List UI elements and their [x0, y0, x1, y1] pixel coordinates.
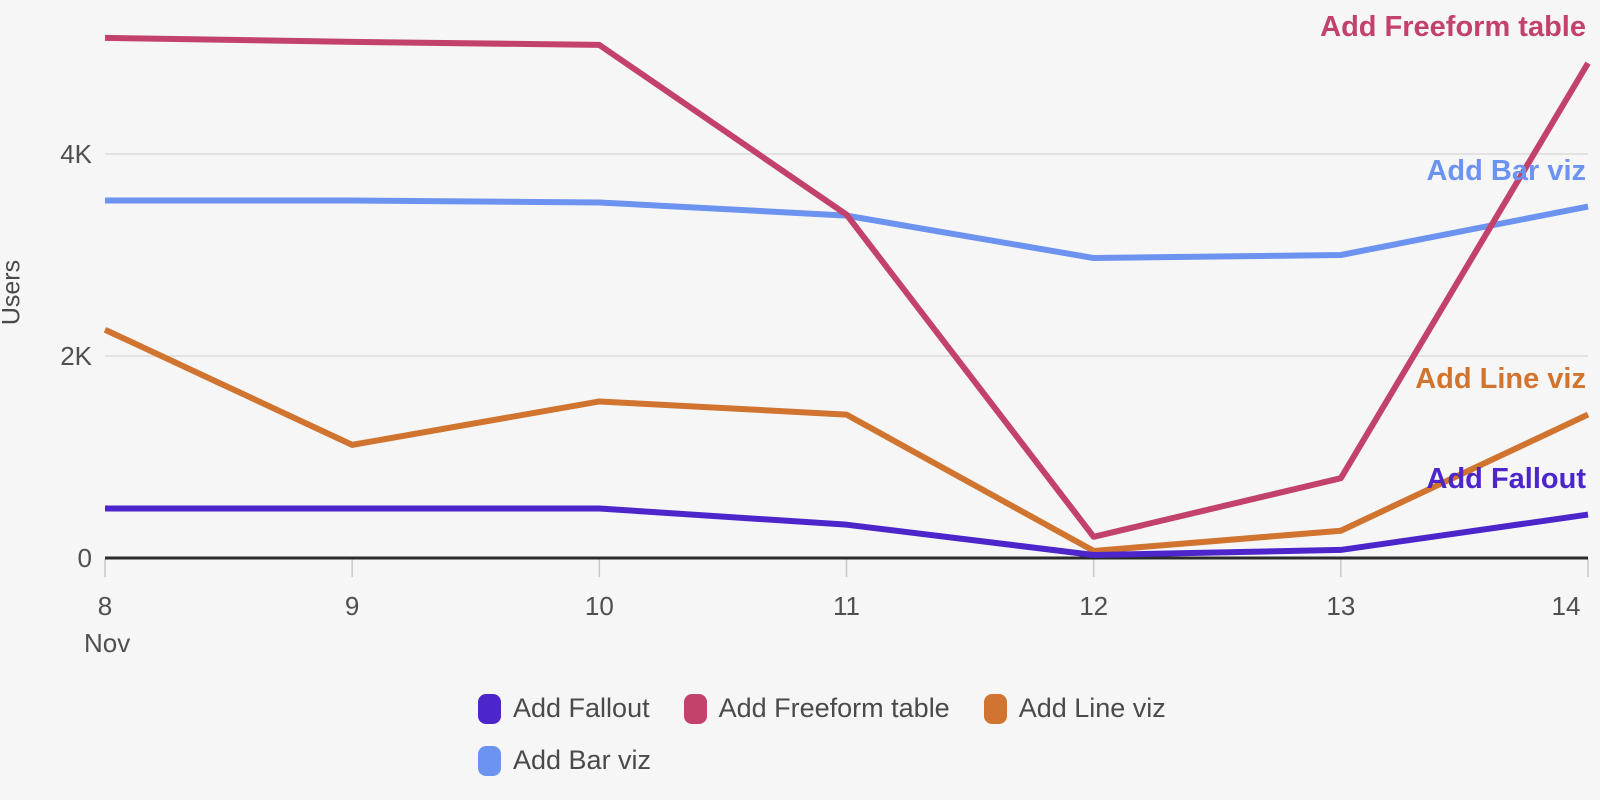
x-tick-label-13: 13 [1326, 591, 1356, 621]
x-tick-label-14: 14 [1551, 591, 1581, 621]
legend-label: Add Freeform table [718, 693, 950, 723]
x-tick-label-11: 11 [833, 591, 860, 621]
end-label-add-line-viz: Add Line viz [1415, 362, 1586, 395]
legend-item-add-freeform-table[interactable]: Add Freeform table [683, 693, 950, 724]
legend-swatch-icon [683, 693, 707, 724]
end-label-add-freeform-table: Add Freeform table [1320, 11, 1586, 44]
y-tick-label-2K: 2K [60, 341, 92, 371]
legend-item-add-line-viz[interactable]: Add Line viz [983, 693, 1166, 724]
x-axis-month-label: Nov [84, 628, 131, 658]
legend-item-add-fallout[interactable]: Add Fallout [478, 693, 650, 724]
legend-swatch-icon [478, 693, 501, 724]
chart-legend: Add Fallout Add Freeform table Add Line vi… [478, 693, 1198, 776]
x-tick-label-8: 8 [97, 591, 113, 621]
series-line-add-line-viz[interactable] [103, 327, 1590, 554]
x-tick-label-10: 10 [584, 591, 614, 621]
legend-swatch-icon [983, 693, 1007, 724]
y-tick-label-0: 0 [77, 543, 92, 573]
series-line-add-fallout[interactable] [105, 505, 1589, 558]
series-line-add-bar-viz[interactable] [105, 197, 1589, 262]
y-axis-title: Users [0, 259, 26, 326]
y-tick-label-4K: 4K [60, 139, 92, 169]
series-line-add-freeform-table[interactable] [104, 34, 1591, 540]
legend-label: Add Bar viz [513, 745, 652, 775]
legend-swatch-icon [478, 745, 501, 776]
end-label-add-fallout: Add Fallout [1426, 462, 1586, 495]
x-tick-label-12: 12 [1079, 591, 1109, 621]
legend-label: Add Fallout [513, 693, 650, 723]
legend-item-add-bar-viz[interactable]: Add Bar viz [478, 745, 651, 776]
x-tick-label-9: 9 [344, 591, 360, 621]
end-label-add-bar-viz: Add Bar viz [1426, 154, 1586, 187]
legend-label: Add Line viz [1018, 693, 1166, 723]
